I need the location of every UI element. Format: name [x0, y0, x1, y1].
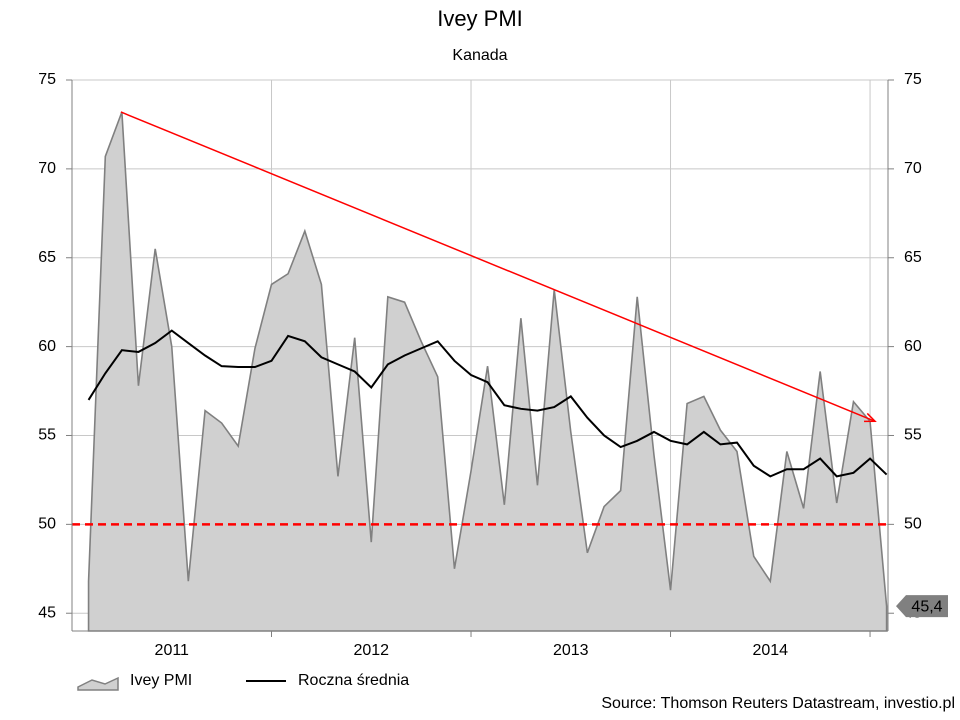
y-tick-label: 65 — [38, 249, 56, 266]
y2-tick-label: 65 — [904, 249, 922, 266]
x-tick-label: 2012 — [353, 642, 389, 659]
y-tick-label: 60 — [38, 338, 56, 355]
area — [87, 111, 888, 632]
chart-subtitle: Kanada — [452, 47, 507, 64]
legend-swatch — [77, 676, 119, 691]
x-tick-label: 2011 — [155, 642, 190, 659]
legend-label: Ivey PMI — [130, 672, 192, 689]
y-tick-label: 55 — [38, 427, 56, 444]
x-tick-label: 2014 — [752, 642, 788, 659]
y2-tick-label: 55 — [904, 427, 922, 444]
legend-label: Roczna średnia — [298, 672, 409, 689]
value-label: 45,4 — [911, 598, 942, 615]
source: Source: Thomson Reuters Datastream, inve… — [601, 695, 955, 712]
chart-title: Ivey PMI — [437, 6, 523, 31]
y-tick-label: 50 — [38, 516, 56, 533]
line — [87, 329, 888, 478]
y2-tick-label: 70 — [904, 160, 922, 177]
y-tick-label: 70 — [38, 160, 56, 177]
trend-line — [120, 111, 876, 422]
y-tick-label: 45 — [38, 604, 56, 621]
y2-tick-label: 60 — [904, 338, 922, 355]
y-tick-label: 75 — [38, 71, 56, 88]
x-tick-label: 2013 — [553, 642, 589, 659]
arrow-head — [864, 412, 877, 423]
value-label-box — [896, 595, 948, 618]
y2-tick-label: 50 — [904, 516, 922, 533]
y2-tick-label: 75 — [904, 71, 922, 88]
